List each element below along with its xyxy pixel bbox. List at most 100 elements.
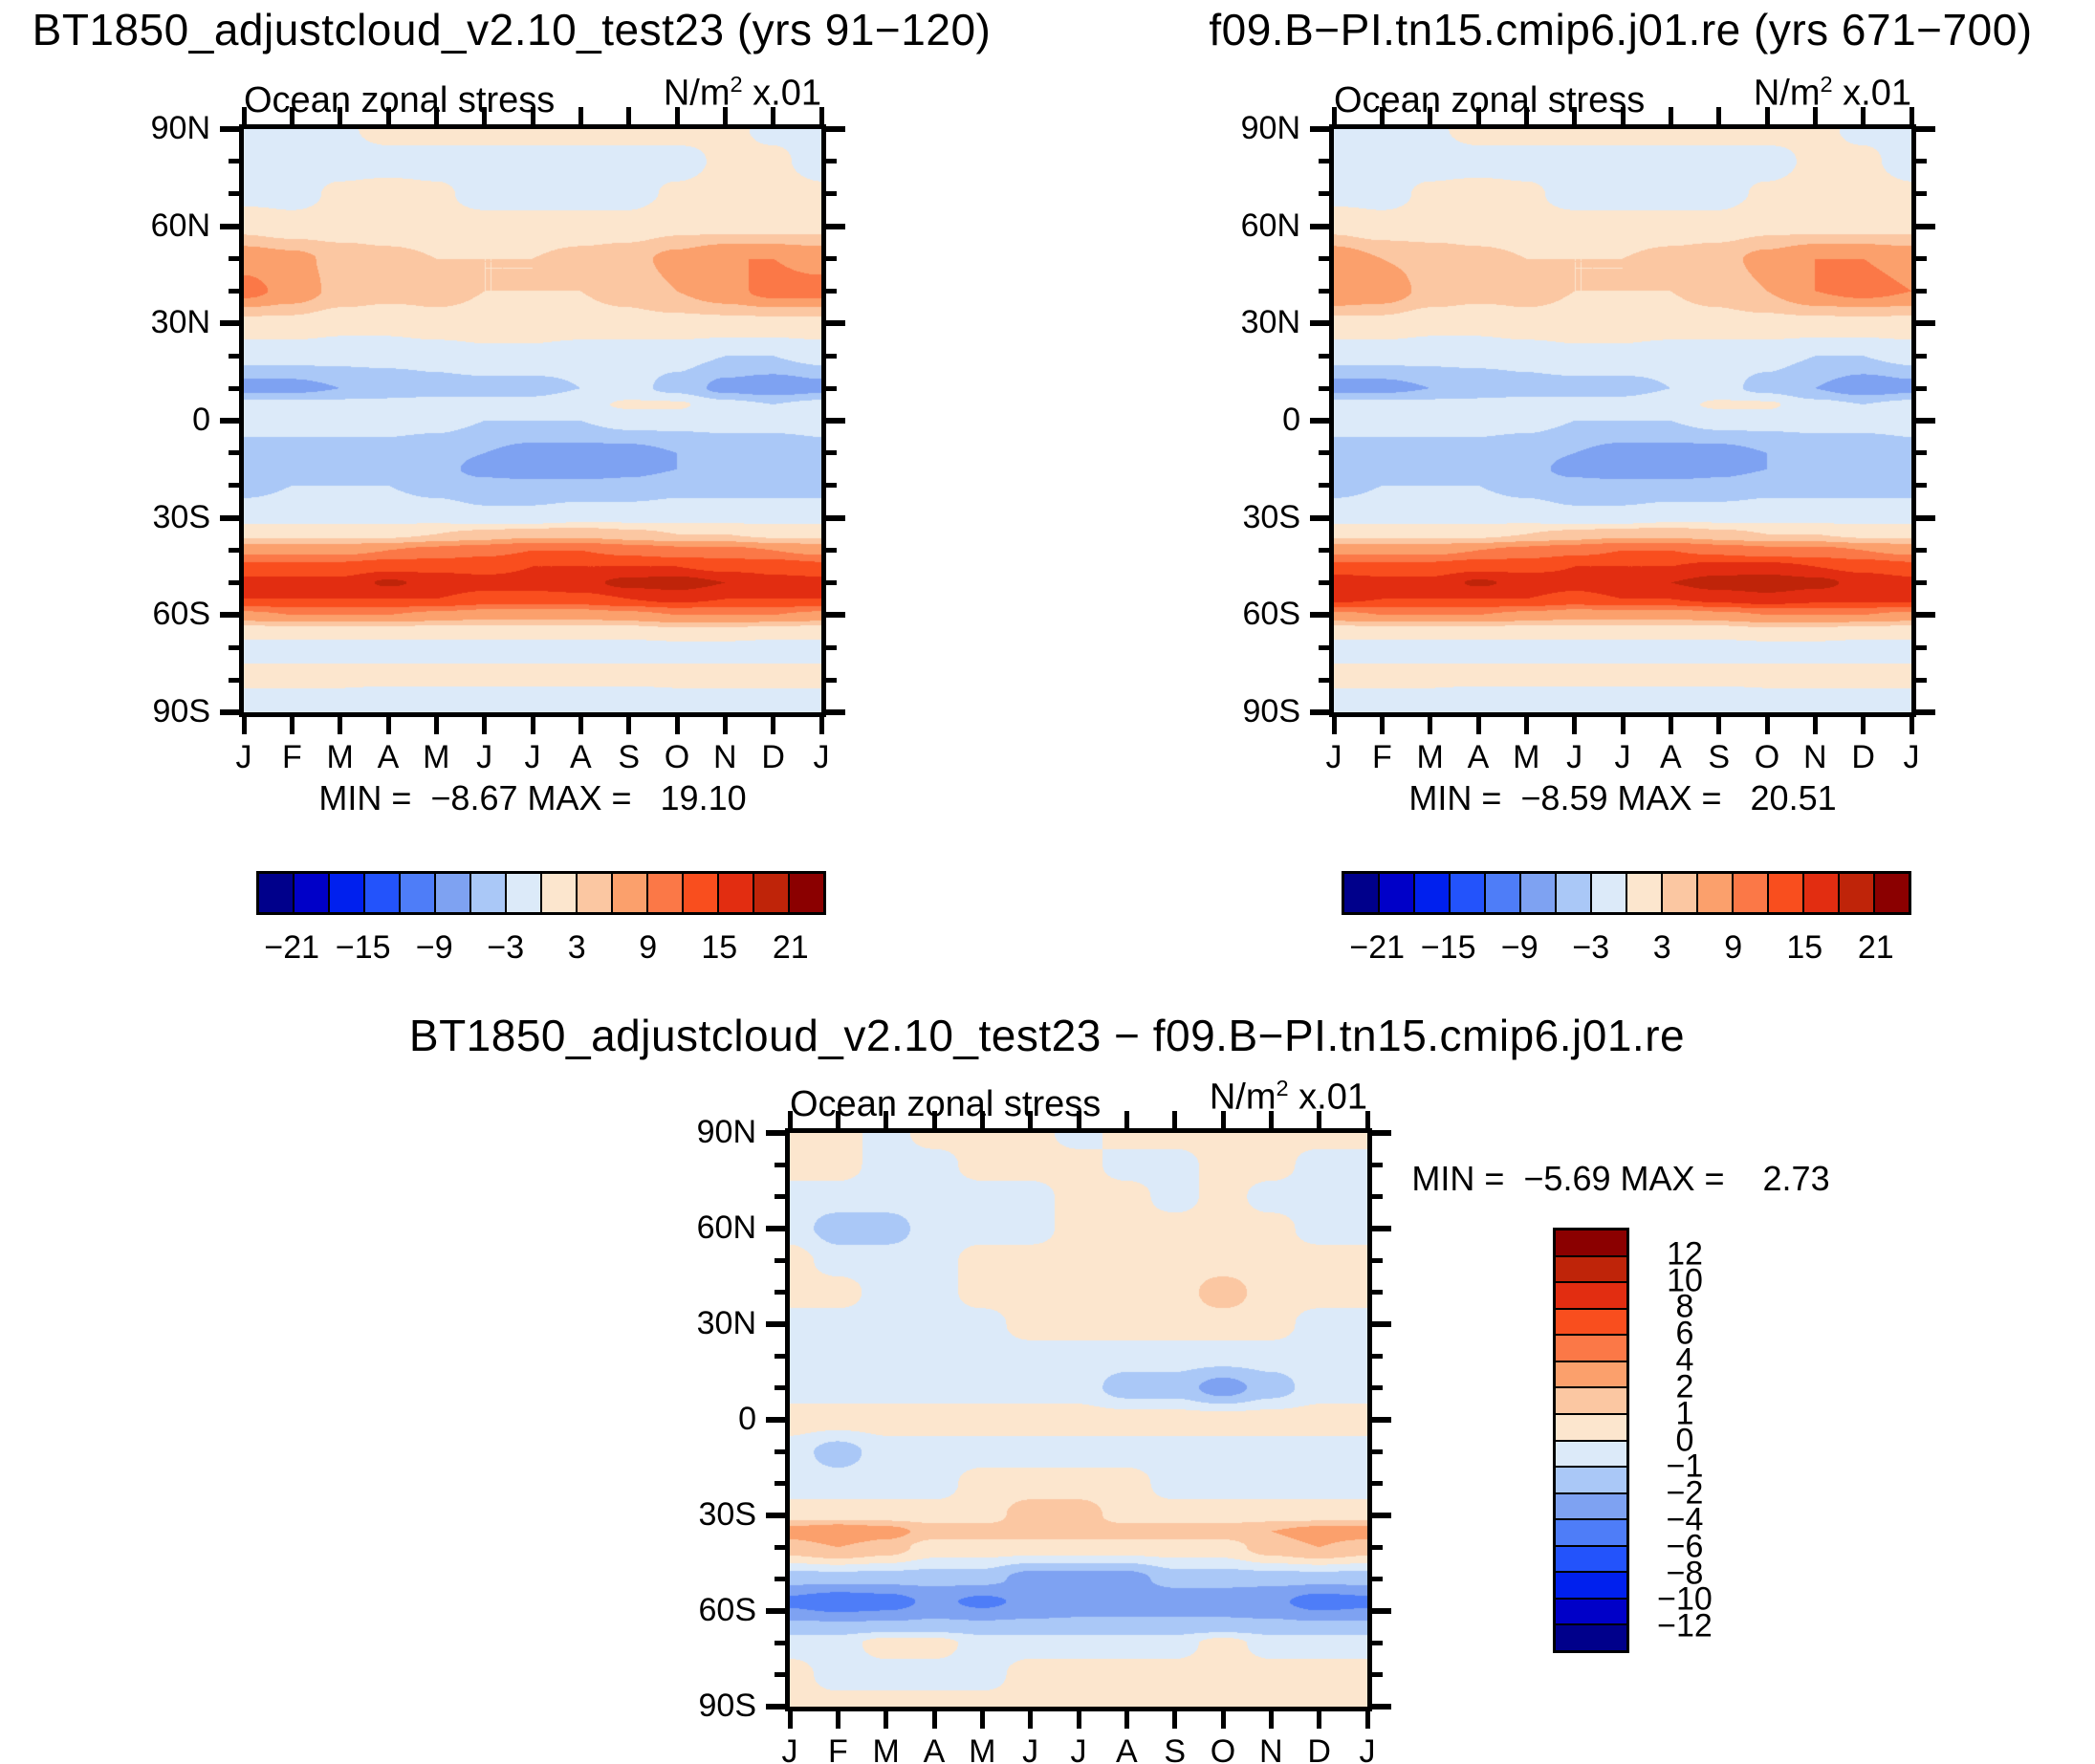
- lat-minor-tick: [775, 1481, 785, 1487]
- lat-major-tick: [1916, 126, 1935, 132]
- month-tick: [1317, 1111, 1322, 1128]
- lat-axis-label: 30N: [1240, 304, 1300, 341]
- colorbar-cell: [1556, 1573, 1626, 1600]
- colorbar-tick-label: −21: [264, 929, 320, 966]
- month-axis-label: M: [1416, 739, 1444, 775]
- colorbar-cell: [1556, 1230, 1626, 1257]
- month-axis-label: M: [326, 739, 354, 775]
- month-tick: [1572, 107, 1578, 124]
- lat-major-tick: [1310, 126, 1329, 132]
- colorbar-cell: [719, 874, 754, 912]
- lat-major-tick: [766, 1226, 785, 1231]
- colorbar-tick-label: 1: [1675, 1395, 1694, 1432]
- lat-minor-tick: [1372, 1162, 1383, 1167]
- lat-minor-tick: [229, 483, 239, 489]
- lat-major-tick: [1310, 709, 1329, 715]
- lat-axis-label: 90S: [152, 693, 211, 730]
- plot-frame-difference: [785, 1128, 1372, 1711]
- lat-minor-tick: [1319, 288, 1329, 294]
- units-exponent: 2: [730, 72, 743, 97]
- minmax-label-difference: MIN = −5.69 MAX = 2.73: [1411, 1159, 1830, 1198]
- lat-major-tick: [1310, 418, 1329, 424]
- colorbar-tick-label: 2: [1675, 1368, 1694, 1405]
- colorbar-tick-label: −2: [1666, 1474, 1704, 1512]
- colorbar-cell: [1556, 1388, 1626, 1415]
- colorbar-cell: [295, 874, 330, 912]
- colorbar-tick-label: −3: [1572, 929, 1610, 966]
- month-tick: [835, 1111, 840, 1128]
- colorbar-tick-label: 0: [1675, 1422, 1694, 1458]
- month-tick: [787, 1711, 793, 1729]
- lat-major-tick: [1372, 1704, 1391, 1710]
- lat-major-tick: [1310, 223, 1329, 229]
- month-tick: [578, 107, 583, 124]
- lat-major-tick: [220, 709, 239, 715]
- lat-axis-label: 90S: [1242, 693, 1301, 730]
- lat-minor-tick: [826, 159, 837, 164]
- month-axis-label: J: [781, 1733, 798, 1764]
- lat-minor-tick: [1372, 1353, 1383, 1359]
- colorbar-tick-label: 12: [1667, 1235, 1703, 1273]
- lat-minor-tick: [1319, 579, 1329, 585]
- month-tick: [1475, 107, 1481, 124]
- month-axis-label: S: [618, 739, 640, 775]
- colorbar-tick-label: 10: [1667, 1262, 1703, 1299]
- month-tick: [385, 107, 391, 124]
- panel-title-case2: f09.B−PI.tn15.cmip6.j01.re (yrs 671−700): [1209, 5, 2033, 54]
- lat-major-tick: [1916, 612, 1935, 619]
- colorbar-tick-label: −15: [1420, 929, 1476, 966]
- lat-minor-tick: [1916, 450, 1927, 456]
- lat-minor-tick: [1916, 677, 1927, 683]
- lat-major-tick: [1916, 418, 1935, 424]
- colorbar-cell: [1556, 1493, 1626, 1521]
- month-tick: [1331, 717, 1337, 734]
- colorbar-tick-label: −8: [1666, 1555, 1704, 1592]
- lat-minor-tick: [229, 385, 239, 391]
- month-tick: [1268, 1711, 1274, 1729]
- month-tick: [1379, 717, 1385, 734]
- lat-major-tick: [1916, 709, 1935, 715]
- colorbar-cell: [1875, 874, 1909, 912]
- units-scale: x.01: [1832, 73, 1911, 114]
- lat-minor-tick: [229, 256, 239, 262]
- month-tick: [1317, 1711, 1322, 1729]
- month-axis-label: D: [1307, 1733, 1331, 1764]
- colorbar-cell: [1521, 874, 1557, 912]
- month-tick: [338, 717, 343, 734]
- units-base: N/m: [1753, 73, 1821, 114]
- month-axis-label: M: [423, 739, 450, 775]
- lat-axis-label: 60N: [150, 207, 210, 244]
- month-tick: [1028, 1711, 1034, 1729]
- lat-major-tick: [826, 514, 845, 521]
- colorbar-tick-label: −9: [1500, 929, 1539, 966]
- lat-major-tick: [220, 223, 239, 229]
- lat-minor-tick: [1372, 1640, 1383, 1645]
- month-axis-label: J: [1022, 1733, 1039, 1764]
- colorbar-cell: [542, 874, 578, 912]
- month-tick: [578, 717, 583, 734]
- lat-minor-tick: [1916, 353, 1927, 359]
- lat-minor-tick: [229, 353, 239, 359]
- month-tick: [1812, 107, 1818, 124]
- month-tick: [1428, 107, 1433, 124]
- colorbar-tick-label: −10: [1657, 1580, 1713, 1618]
- colorbar-cell: [1556, 1599, 1626, 1626]
- units-label: N/m2 x.01: [1754, 72, 1911, 115]
- month-tick: [1523, 107, 1529, 124]
- colorbar-tick-label: 3: [567, 929, 586, 966]
- lat-axis-label: 30S: [152, 498, 211, 535]
- colorbar-cell: [1556, 1283, 1626, 1310]
- lat-major-tick: [826, 709, 845, 715]
- month-tick: [1861, 107, 1866, 124]
- month-axis-label: J: [476, 739, 493, 775]
- month-axis-label: F: [827, 1733, 848, 1764]
- lat-axis-label: 0: [1282, 402, 1300, 438]
- lat-axis-label: 60N: [1240, 207, 1300, 244]
- subtitle-row-case2: Ocean zonal stress N/m2 x.01: [1334, 72, 1911, 123]
- month-axis-label: M: [872, 1733, 900, 1764]
- colorbar-cell: [613, 874, 648, 912]
- month-tick: [1861, 717, 1866, 734]
- colorbar-cell: [1556, 1625, 1626, 1650]
- lat-major-tick: [220, 418, 239, 424]
